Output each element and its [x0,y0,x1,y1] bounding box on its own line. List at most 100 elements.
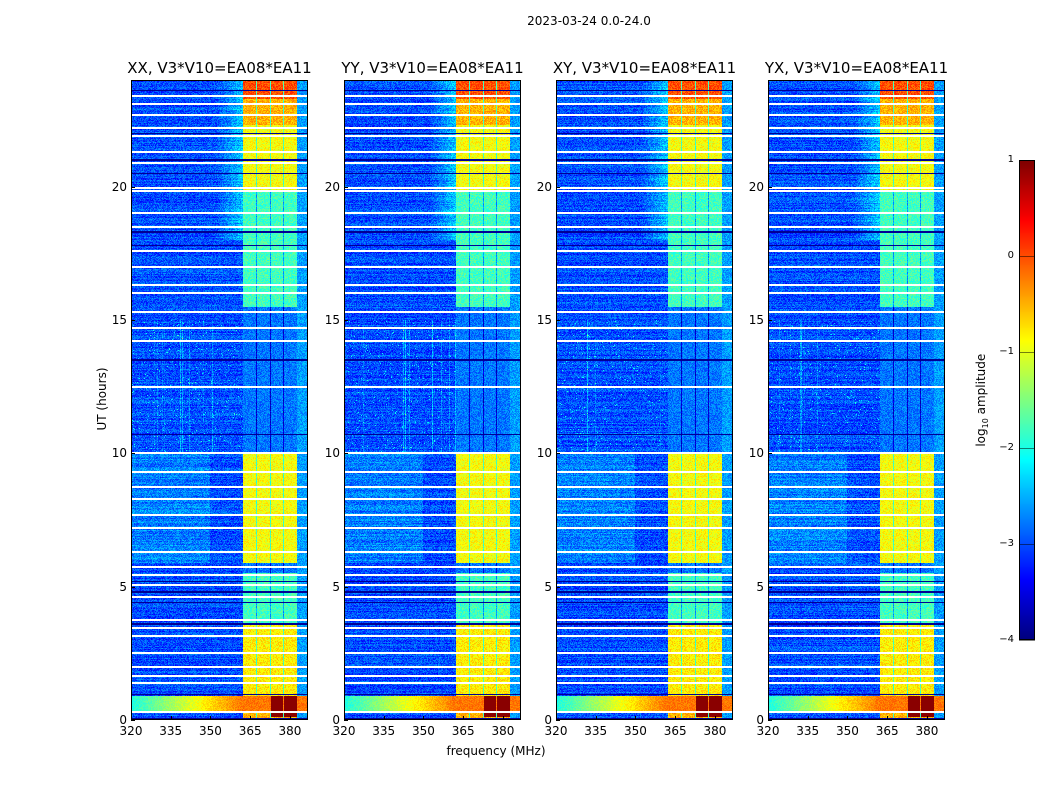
y-tick [768,320,772,321]
colorbar-tick [1019,160,1035,161]
y-tick [556,320,560,321]
y-tick-label: 20 [536,179,552,194]
y-tick-label: 5 [332,579,340,594]
y-tick [768,453,772,455]
x-tick-label: 380 [491,724,515,738]
x-tick-label: 320 [119,724,143,738]
spectrogram-3 [768,80,945,720]
y-tick [131,720,135,721]
colorbar-tick [1019,544,1035,545]
x-tick [170,716,172,720]
y-tick-label: 10 [324,446,340,461]
x-tick [383,716,385,720]
x-tick [344,716,345,720]
x-tick-label: 380 [915,724,939,738]
spectrogram-1 [344,80,521,720]
x-tick [714,716,716,720]
y-tick [344,320,348,321]
x-tick-label: 365 [451,724,475,738]
spectrogram-2 [556,80,733,720]
x-axis-label: frequency (MHz) [446,744,546,758]
x-tick [502,716,504,720]
y-tick [344,720,348,721]
x-tick [423,716,425,720]
colorbar-tick-label: 1 [1007,154,1014,165]
colorbar-label-main: log [973,428,988,447]
y-tick-label: 15 [324,313,340,327]
x-tick-label: 350 [624,724,647,738]
colorbar-tick-label: −1 [999,346,1014,357]
x-tick-label: 380 [278,724,302,738]
y-tick [768,186,772,188]
y-tick [768,586,772,588]
colorbar-tick-label: 0 [1007,250,1014,261]
y-tick-label: 5 [756,579,764,594]
panel-title: YY, V3*V10=EA08*EA11 [341,59,524,77]
figure-title: 2023-03-24 0.0-24.0 [527,14,651,28]
y-tick-label: 10 [748,446,764,461]
x-tick [768,716,769,720]
y-tick-label: 0 [119,713,127,727]
y-tick-label: 15 [536,313,552,327]
y-tick-label: 10 [536,446,552,461]
y-tick [344,453,348,455]
x-tick-label: 365 [875,724,899,738]
y-tick-label: 0 [544,713,552,727]
y-tick-label: 20 [324,179,340,194]
y-tick [556,186,560,188]
y-tick [556,720,560,721]
x-tick [675,716,677,720]
y-tick [131,586,135,588]
x-tick-label: 365 [238,724,262,738]
y-tick-label: 15 [748,313,764,327]
colorbar-tick [1019,448,1035,449]
colorbar-tick [1019,352,1035,353]
y-tick [556,453,560,455]
colorbar-label-sub: 10 [981,418,991,429]
colorbar-tick-label: −4 [999,634,1014,645]
y-tick [556,586,560,588]
x-tick [926,716,928,720]
x-tick-label: 380 [703,724,727,738]
x-tick [635,716,637,720]
x-tick-label: 335 [584,724,608,738]
y-tick [131,320,135,321]
x-tick [847,716,849,720]
x-tick-label: 335 [159,724,183,738]
colorbar-tick [1019,256,1035,257]
colorbar-tick-label: −3 [999,538,1014,549]
colorbar [1019,160,1035,640]
x-tick [250,716,252,720]
x-tick-label: 320 [544,724,568,738]
x-tick-label: 335 [796,724,820,738]
y-tick-label: 0 [332,713,340,727]
panel-title: XY, V3*V10=EA08*EA11 [552,59,737,77]
y-tick-label: 5 [119,579,127,594]
y-tick-label: 10 [111,446,127,461]
x-tick [556,716,557,720]
y-tick [131,453,135,455]
x-tick [463,716,465,720]
x-tick [595,716,597,720]
y-tick [344,586,348,588]
y-tick-label: 20 [748,179,764,194]
x-tick-label: 335 [372,724,396,738]
x-tick [289,716,291,720]
y-tick [768,720,772,721]
x-tick-label: 320 [756,724,780,738]
x-tick-label: 365 [663,724,687,738]
spectrogram-0 [131,80,308,720]
x-tick-label: 350 [412,724,435,738]
y-tick-label: 15 [111,313,127,327]
panel-title: XX, V3*V10=EA08*EA11 [127,59,312,77]
y-tick [131,186,135,188]
y-tick-label: 5 [544,579,552,594]
colorbar-tick [1019,640,1035,641]
colorbar-label-rest: amplitude [973,353,988,419]
x-tick-label: 320 [332,724,356,738]
y-axis-label: UT (hours) [95,367,109,431]
colorbar-tick-label: −2 [999,442,1014,453]
y-tick-label: 20 [111,179,127,194]
x-tick [131,716,132,720]
colorbar-label: log10 amplitude [974,340,990,460]
